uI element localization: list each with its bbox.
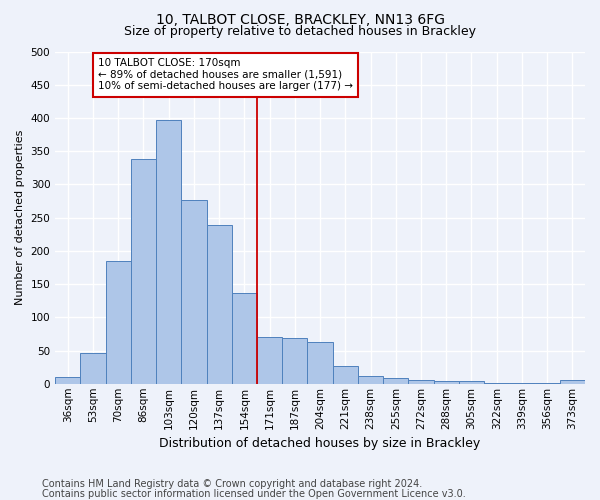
- X-axis label: Distribution of detached houses by size in Brackley: Distribution of detached houses by size …: [160, 437, 481, 450]
- Text: Contains HM Land Registry data © Crown copyright and database right 2024.: Contains HM Land Registry data © Crown c…: [42, 479, 422, 489]
- Bar: [560, 380, 585, 384]
- Y-axis label: Number of detached properties: Number of detached properties: [15, 130, 25, 306]
- Bar: [257, 337, 282, 384]
- Text: 10, TALBOT CLOSE, BRACKLEY, NN13 6FG: 10, TALBOT CLOSE, BRACKLEY, NN13 6FG: [155, 12, 445, 26]
- Text: Size of property relative to detached houses in Brackley: Size of property relative to detached ho…: [124, 25, 476, 38]
- Bar: [509, 383, 535, 384]
- Bar: [206, 225, 232, 384]
- Bar: [156, 120, 181, 384]
- Bar: [409, 380, 434, 384]
- Bar: [535, 383, 560, 384]
- Bar: [106, 261, 131, 384]
- Bar: [434, 381, 459, 384]
- Bar: [358, 376, 383, 384]
- Bar: [282, 338, 307, 384]
- Bar: [484, 383, 509, 384]
- Bar: [459, 381, 484, 384]
- Bar: [383, 378, 409, 384]
- Text: 10 TALBOT CLOSE: 170sqm
← 89% of detached houses are smaller (1,591)
10% of semi: 10 TALBOT CLOSE: 170sqm ← 89% of detache…: [98, 58, 353, 92]
- Bar: [232, 292, 257, 384]
- Bar: [307, 342, 332, 384]
- Text: Contains public sector information licensed under the Open Government Licence v3: Contains public sector information licen…: [42, 489, 466, 499]
- Bar: [80, 352, 106, 384]
- Bar: [181, 200, 206, 384]
- Bar: [131, 159, 156, 384]
- Bar: [332, 366, 358, 384]
- Bar: [55, 377, 80, 384]
